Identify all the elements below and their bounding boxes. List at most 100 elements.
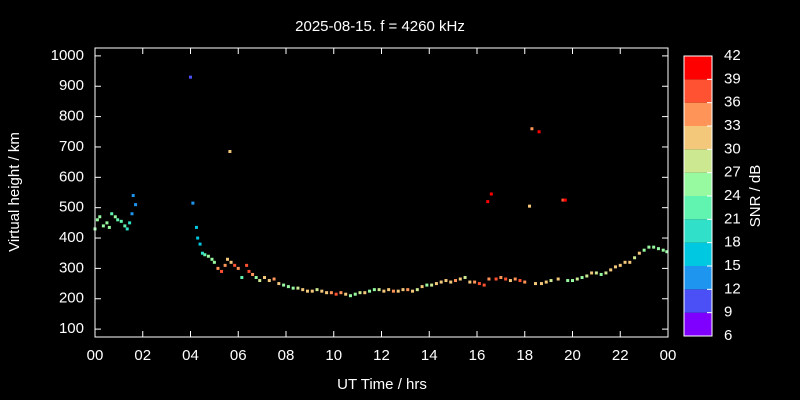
data-point bbox=[590, 271, 594, 275]
data-point bbox=[301, 288, 305, 292]
data-point bbox=[220, 269, 224, 273]
colorbar-band bbox=[684, 172, 712, 196]
x-tick-label: 04 bbox=[182, 347, 199, 364]
data-point bbox=[251, 272, 255, 276]
data-point bbox=[344, 292, 348, 296]
data-point bbox=[291, 286, 295, 290]
data-point bbox=[236, 266, 240, 270]
data-point bbox=[609, 268, 613, 272]
data-point bbox=[585, 274, 589, 278]
data-point bbox=[194, 225, 198, 229]
data-point bbox=[105, 221, 109, 225]
data-point bbox=[599, 272, 603, 276]
colorbar-tick-label: 18 bbox=[724, 234, 741, 251]
data-point bbox=[561, 198, 565, 202]
data-point bbox=[240, 276, 244, 279]
y-tick-label: 700 bbox=[59, 138, 84, 155]
data-point bbox=[623, 260, 627, 264]
data-point bbox=[391, 289, 395, 293]
data-point bbox=[212, 260, 216, 264]
data-point bbox=[229, 260, 233, 264]
data-point bbox=[430, 283, 434, 287]
colorbar-tick-label: 33 bbox=[724, 117, 741, 134]
data-point bbox=[544, 280, 548, 284]
data-point bbox=[267, 279, 271, 283]
data-point bbox=[473, 280, 477, 284]
data-point bbox=[580, 276, 584, 279]
colorbar-tick-label: 15 bbox=[724, 257, 741, 274]
data-point bbox=[449, 280, 453, 284]
data-point bbox=[571, 279, 574, 283]
data-point bbox=[647, 245, 651, 249]
plot-frame bbox=[94, 47, 669, 338]
data-point bbox=[487, 277, 491, 281]
data-point bbox=[434, 282, 438, 286]
data-point bbox=[296, 286, 300, 290]
colorbar-tick-label: 24 bbox=[724, 187, 741, 204]
colorbar-tick-label: 6 bbox=[724, 327, 732, 344]
colorbar-band bbox=[684, 56, 712, 80]
data-point bbox=[613, 265, 617, 269]
data-point bbox=[396, 289, 400, 293]
data-point bbox=[310, 289, 314, 293]
colorbar-label: SNR / dB bbox=[747, 165, 764, 228]
x-tick-label: 08 bbox=[278, 347, 295, 364]
colorbar-band bbox=[684, 102, 712, 126]
data-point bbox=[468, 280, 472, 284]
data-point bbox=[489, 192, 493, 196]
y-tick-label: 500 bbox=[59, 199, 84, 216]
data-point bbox=[368, 289, 372, 293]
data-point bbox=[123, 224, 127, 228]
x-tick-label: 22 bbox=[612, 347, 629, 364]
data-point bbox=[523, 280, 527, 284]
data-point bbox=[504, 277, 508, 281]
colorbar-tick-label: 42 bbox=[724, 47, 741, 64]
data-point bbox=[107, 225, 111, 229]
x-tick-label: 16 bbox=[469, 347, 486, 364]
data-point bbox=[110, 212, 114, 216]
data-point bbox=[566, 279, 570, 283]
data-point bbox=[486, 200, 490, 204]
data-point bbox=[130, 212, 134, 216]
data-point bbox=[200, 251, 204, 255]
data-point bbox=[382, 289, 386, 293]
data-point bbox=[348, 294, 352, 298]
data-point bbox=[320, 289, 324, 293]
data-point bbox=[637, 251, 641, 255]
data-point bbox=[263, 276, 267, 279]
data-point bbox=[563, 198, 567, 202]
data-point bbox=[206, 254, 210, 258]
data-point bbox=[444, 279, 448, 283]
colorbar-band bbox=[684, 266, 712, 290]
data-point bbox=[101, 224, 105, 228]
data-point bbox=[363, 291, 367, 295]
colorbar-tick-label: 39 bbox=[724, 70, 741, 87]
data-point bbox=[315, 288, 319, 292]
data-point bbox=[513, 277, 517, 281]
data-point bbox=[463, 276, 467, 279]
data-point bbox=[661, 248, 665, 252]
x-tick-label: 02 bbox=[134, 347, 151, 364]
data-point bbox=[223, 263, 227, 267]
data-point bbox=[245, 263, 249, 267]
data-point bbox=[387, 288, 391, 292]
data-point bbox=[401, 288, 405, 292]
data-point bbox=[549, 279, 553, 283]
colorbar-band bbox=[684, 79, 712, 103]
colorbar-band bbox=[684, 312, 712, 336]
data-point bbox=[277, 282, 281, 286]
data-point bbox=[372, 288, 376, 292]
data-point bbox=[539, 282, 543, 286]
data-point bbox=[665, 250, 669, 254]
data-point bbox=[518, 279, 522, 283]
data-point bbox=[329, 291, 333, 295]
data-point bbox=[604, 271, 608, 275]
x-axis-label: UT Time / hrs bbox=[337, 376, 427, 393]
colorbar-band bbox=[684, 149, 712, 173]
x-tick-label: 20 bbox=[564, 347, 581, 364]
colorbar-tick-label: 12 bbox=[724, 280, 741, 297]
y-tick-label: 1000 bbox=[51, 47, 84, 64]
y-tick-label: 800 bbox=[59, 108, 84, 125]
data-point bbox=[628, 260, 632, 264]
